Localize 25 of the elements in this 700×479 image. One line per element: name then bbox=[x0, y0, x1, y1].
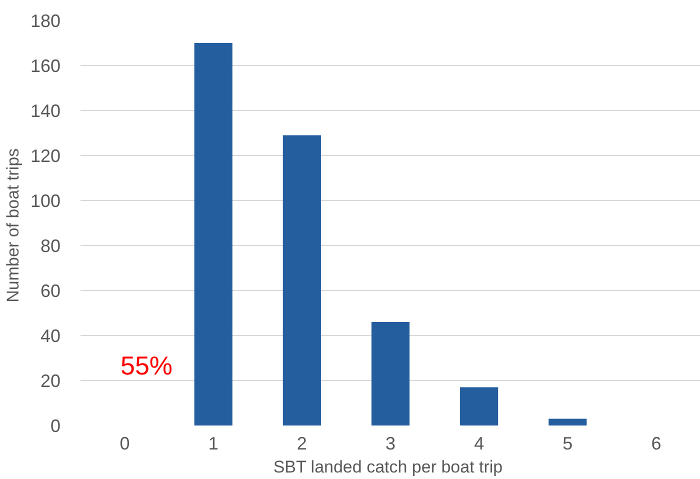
bar bbox=[548, 418, 587, 426]
y-tick-label: 180 bbox=[30, 11, 61, 31]
x-tick-label: 6 bbox=[651, 434, 662, 454]
bar bbox=[282, 135, 321, 426]
bar bbox=[371, 322, 410, 426]
y-tick-label: 120 bbox=[30, 146, 61, 166]
x-tick-label: 1 bbox=[208, 434, 218, 454]
x-tick-label: 0 bbox=[120, 434, 130, 454]
x-axis-title: SBT landed catch per boat trip bbox=[273, 458, 503, 476]
y-tick-label: 80 bbox=[40, 236, 61, 256]
y-axis-title: Number of boat trips bbox=[3, 148, 22, 302]
bar bbox=[460, 387, 498, 426]
y-tick-label: 0 bbox=[50, 416, 61, 436]
y-tick-label: 20 bbox=[40, 371, 61, 391]
y-tick-label: 140 bbox=[30, 101, 61, 121]
y-tick-label: 160 bbox=[30, 56, 61, 76]
y-tick-label: 60 bbox=[40, 281, 61, 301]
y-tick-label: 100 bbox=[30, 191, 61, 211]
x-tick-label: 4 bbox=[474, 434, 484, 454]
x-tick-label: 5 bbox=[562, 434, 573, 454]
x-tick-label: 3 bbox=[385, 434, 396, 454]
x-tick-label: 2 bbox=[296, 434, 307, 454]
annotation: 55% bbox=[120, 350, 173, 380]
y-tick-label: 40 bbox=[40, 326, 61, 346]
bar bbox=[194, 43, 232, 426]
